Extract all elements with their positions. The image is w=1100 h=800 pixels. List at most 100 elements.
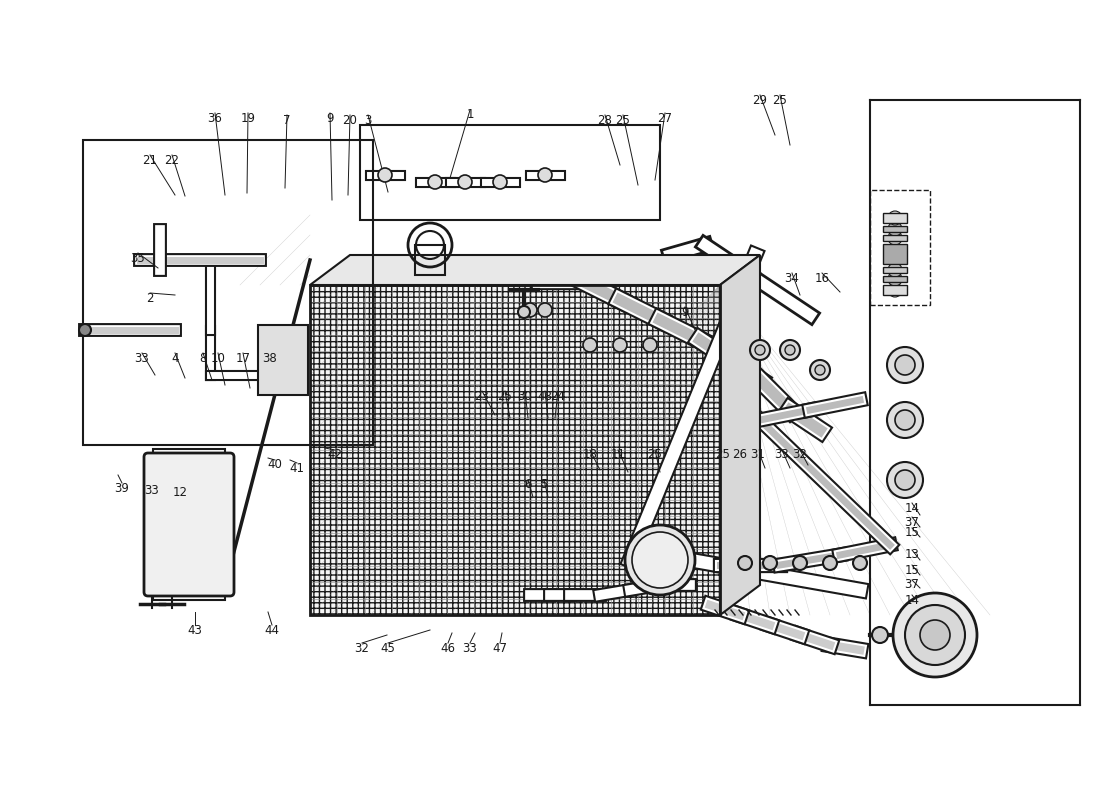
Text: 25: 25 — [772, 94, 788, 106]
Text: 9: 9 — [327, 111, 333, 125]
Text: 26: 26 — [733, 449, 748, 462]
Circle shape — [378, 168, 392, 182]
Text: 38: 38 — [263, 351, 277, 365]
Text: 25: 25 — [716, 449, 730, 462]
Bar — [883, 226, 908, 232]
Circle shape — [895, 355, 915, 375]
Text: 37: 37 — [904, 515, 920, 529]
Circle shape — [458, 175, 472, 189]
Text: 10: 10 — [210, 351, 225, 365]
Text: 39: 39 — [114, 482, 130, 494]
Text: 3: 3 — [364, 114, 372, 126]
Circle shape — [538, 168, 552, 182]
Circle shape — [793, 556, 807, 570]
Circle shape — [583, 338, 597, 352]
Text: 14: 14 — [904, 502, 920, 514]
Text: 25: 25 — [648, 449, 662, 462]
Circle shape — [738, 556, 752, 570]
Text: 17: 17 — [235, 351, 251, 365]
Text: 33: 33 — [144, 483, 159, 497]
Text: 33: 33 — [774, 449, 790, 462]
Circle shape — [887, 347, 923, 383]
Circle shape — [632, 532, 688, 588]
Text: 11: 11 — [610, 449, 626, 462]
Text: 13: 13 — [904, 549, 920, 562]
Bar — [883, 267, 908, 273]
Bar — [883, 276, 908, 282]
Text: 35: 35 — [131, 251, 145, 265]
Bar — [82, 140, 373, 445]
Circle shape — [785, 345, 795, 355]
Circle shape — [538, 303, 552, 317]
Text: 45: 45 — [381, 642, 395, 654]
Circle shape — [888, 211, 902, 225]
Circle shape — [888, 263, 902, 277]
FancyBboxPatch shape — [144, 453, 234, 596]
Circle shape — [852, 556, 867, 570]
Circle shape — [264, 381, 272, 389]
Text: 6: 6 — [525, 478, 531, 491]
Text: 44: 44 — [264, 623, 279, 637]
Circle shape — [780, 340, 800, 360]
Text: 28: 28 — [597, 114, 613, 126]
Circle shape — [888, 283, 902, 297]
Text: 24: 24 — [550, 390, 565, 402]
Bar — [310, 285, 720, 615]
Text: 37: 37 — [904, 578, 920, 591]
Text: 29: 29 — [752, 94, 768, 106]
Circle shape — [888, 272, 902, 286]
Text: 16: 16 — [814, 271, 829, 285]
Text: 32: 32 — [793, 449, 807, 462]
Circle shape — [613, 338, 627, 352]
Text: 47: 47 — [493, 642, 507, 654]
Circle shape — [810, 360, 830, 380]
Circle shape — [750, 340, 770, 360]
Text: 4: 4 — [172, 351, 178, 365]
Circle shape — [888, 231, 902, 245]
Circle shape — [493, 175, 507, 189]
Text: 19: 19 — [241, 111, 255, 125]
Bar — [153, 588, 225, 600]
Circle shape — [905, 605, 965, 665]
Circle shape — [823, 556, 837, 570]
Bar — [415, 245, 446, 275]
Circle shape — [518, 306, 530, 318]
Bar — [883, 213, 908, 223]
Text: 15: 15 — [904, 563, 920, 577]
Text: 33: 33 — [134, 351, 150, 365]
Text: 9: 9 — [681, 306, 689, 318]
Text: 27: 27 — [658, 111, 672, 125]
Text: 7: 7 — [284, 114, 290, 126]
Text: 2: 2 — [146, 291, 154, 305]
Bar — [310, 285, 720, 615]
Text: 43: 43 — [188, 623, 202, 637]
Circle shape — [895, 410, 915, 430]
Bar — [360, 125, 660, 220]
Bar — [153, 449, 225, 461]
Circle shape — [79, 324, 91, 336]
Text: 46: 46 — [440, 642, 455, 654]
Text: 33: 33 — [463, 642, 477, 654]
Circle shape — [264, 331, 272, 339]
Circle shape — [763, 556, 777, 570]
Text: 5: 5 — [540, 478, 548, 491]
Text: 34: 34 — [784, 271, 800, 285]
Circle shape — [755, 345, 764, 355]
Text: 14: 14 — [904, 594, 920, 606]
Circle shape — [920, 620, 950, 650]
Bar — [258, 325, 308, 395]
Circle shape — [644, 338, 657, 352]
Circle shape — [815, 365, 825, 375]
Bar — [883, 285, 908, 295]
Circle shape — [887, 402, 923, 438]
Circle shape — [294, 376, 302, 384]
Text: 15: 15 — [904, 526, 920, 539]
Bar — [883, 244, 908, 264]
Circle shape — [887, 462, 923, 498]
Text: 12: 12 — [173, 486, 187, 498]
Polygon shape — [310, 255, 760, 285]
Text: 30: 30 — [518, 390, 532, 402]
Text: 22: 22 — [165, 154, 179, 166]
Circle shape — [428, 175, 442, 189]
Circle shape — [872, 627, 888, 643]
